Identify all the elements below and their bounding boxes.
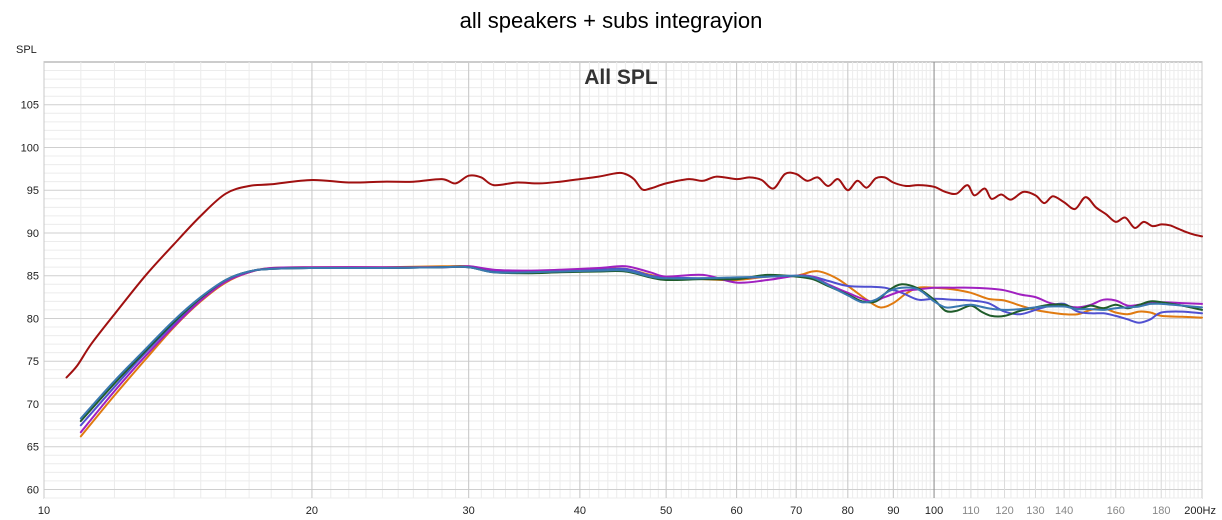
x-axis-ticks: 10 20 30 40 50 60 70 80 90 100 110 120 130 140 160 180 2…: [38, 505, 1216, 517]
y-tick-label: 65: [27, 442, 39, 454]
x-tick-label: 100: [925, 505, 943, 517]
series-lines: [65, 171, 1203, 438]
x-tick-label: 140: [1055, 505, 1073, 517]
y-tick-label: 75: [27, 356, 39, 368]
x-tick-label: 180: [1152, 505, 1170, 517]
plot-background: [43, 61, 1203, 499]
series-line-6: [79, 265, 1203, 420]
y-axis-label: SPL: [16, 44, 37, 56]
x-tick-label: 10: [38, 505, 50, 517]
chart-title: all speakers + subs integrayion: [459, 8, 763, 33]
y-axis-ticks: 60 65 70 75 80 85 90 95 100 105: [21, 100, 39, 497]
x-tick-label: 60: [730, 505, 742, 517]
y-tick-label: 105: [21, 100, 39, 112]
y-tick-label: 85: [27, 271, 39, 283]
x-tick-label: 110: [962, 505, 980, 517]
x-tick-label: 30: [463, 505, 475, 517]
x-tick-label: 130: [1026, 505, 1044, 517]
series-line-1: [65, 171, 1203, 379]
x-tick-label: 70: [790, 505, 802, 517]
x-tick-label: 20: [306, 505, 318, 517]
x-tick-label: 160: [1107, 505, 1125, 517]
x-tick-label: 50: [660, 505, 672, 517]
y-tick-label: 95: [27, 185, 39, 197]
y-tick-label: 60: [27, 484, 39, 496]
x-tick-label: 200Hz: [1184, 505, 1216, 517]
x-tick-label: 90: [887, 505, 899, 517]
y-tick-label: 90: [27, 228, 39, 240]
inner-chart-title: All SPL: [584, 66, 658, 89]
y-tick-label: 100: [21, 142, 39, 154]
x-tick-label: 120: [995, 505, 1013, 517]
x-tick-label: 40: [574, 505, 586, 517]
x-tick-label: 80: [842, 505, 854, 517]
y-tick-label: 70: [27, 399, 39, 411]
y-tick-label: 80: [27, 313, 39, 325]
